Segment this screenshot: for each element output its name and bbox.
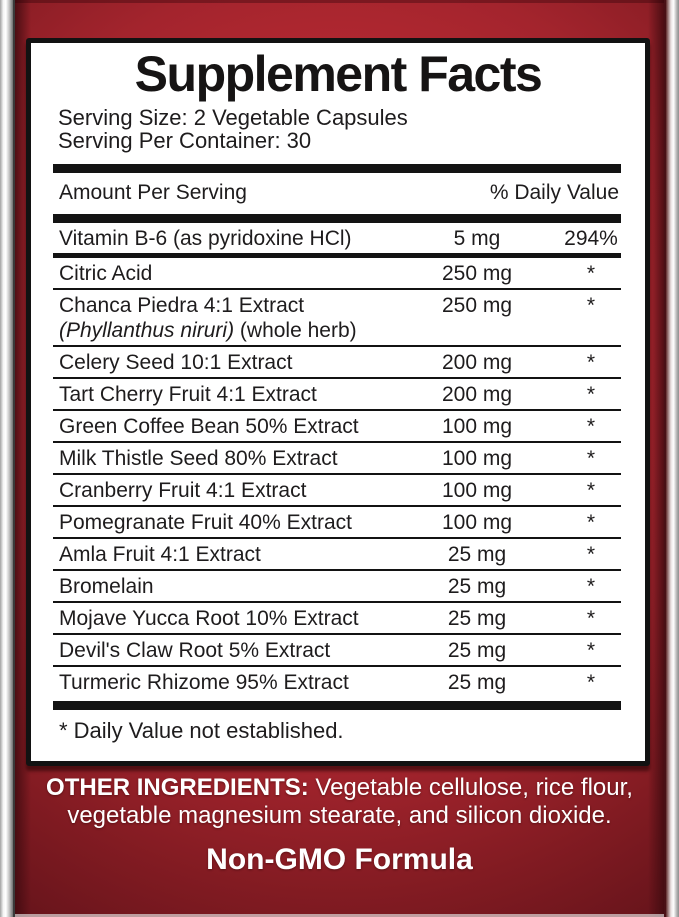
table-row: Cranberry Fruit 4:1 Extract 100 mg * xyxy=(53,475,621,507)
ingredient-name: Vitamin B-6 (as pyridoxine HCl) xyxy=(59,227,352,250)
ingredient-amount: 5 mg xyxy=(453,227,501,250)
ingredient-latin-name: (Phyllanthus niruri) xyxy=(59,319,235,342)
serving-size-text: Serving Size: 2 Vegetable Capsules xyxy=(58,105,408,130)
table-row: Milk Thistle Seed 80% Extract 100 mg * xyxy=(53,443,621,475)
table-row: Chanca Piedra 4:1 Extract (Phyllanthus n… xyxy=(53,290,621,347)
facts-table-body: Vitamin B-6 (as pyridoxine HCl) 5 mg 294… xyxy=(53,223,621,701)
bottom-red-section: OTHER INGREDIENTS: Vegetable cellulose, … xyxy=(0,774,679,877)
ingredient-daily-value: * xyxy=(586,639,596,662)
ingredient-amount: 25 mg xyxy=(447,671,507,694)
ingredient-daily-value: * xyxy=(586,543,596,566)
table-row: Devil's Claw Root 5% Extract 25 mg * xyxy=(53,635,621,667)
ingredient-name: Chanca Piedra 4:1 Extract xyxy=(59,294,305,317)
ingredient-amount: 100 mg xyxy=(441,415,513,438)
servings-per-container-text: Serving Per Container: 30 xyxy=(58,128,312,153)
ingredient-daily-value: * xyxy=(586,262,596,285)
divider-bar-thick xyxy=(53,164,621,173)
ingredient-amount: 100 mg xyxy=(441,479,513,502)
other-ingredients-line2: vegetable magnesium stearate, and silico… xyxy=(67,802,612,829)
ingredient-name: Cranberry Fruit 4:1 Extract xyxy=(59,479,307,502)
daily-value-footnote: * Daily Value not established. xyxy=(59,718,344,743)
ingredient-daily-value: * xyxy=(586,671,596,694)
ingredient-daily-value: * xyxy=(586,383,596,406)
bottom-image-edge xyxy=(0,914,679,917)
top-image-edge xyxy=(0,0,679,3)
ingredient-name: Tart Cherry Fruit 4:1 Extract xyxy=(59,383,317,406)
table-row: Tart Cherry Fruit 4:1 Extract 200 mg * xyxy=(53,379,621,411)
ingredient-amount: 25 mg xyxy=(447,607,507,630)
daily-value-header: % Daily Value xyxy=(489,181,619,204)
ingredient-daily-value: 294% xyxy=(564,227,618,250)
ingredient-amount: 200 mg xyxy=(441,351,513,374)
ingredient-daily-value: * xyxy=(586,415,596,438)
table-row: Celery Seed 10:1 Extract 200 mg * xyxy=(53,347,621,379)
ingredient-name: Turmeric Rhizome 95% Extract xyxy=(59,671,349,694)
ingredient-name: Citric Acid xyxy=(59,262,153,285)
right-label-shading xyxy=(648,0,664,917)
amount-per-serving-header: Amount Per Serving xyxy=(59,181,247,204)
ingredient-name: Amla Fruit 4:1 Extract xyxy=(59,543,261,566)
ingredient-amount: 25 mg xyxy=(447,543,507,566)
ingredient-amount: 250 mg xyxy=(441,262,513,285)
table-row: Turmeric Rhizome 95% Extract 25 mg * xyxy=(53,667,621,701)
ingredient-name: Bromelain xyxy=(59,575,154,598)
table-row: Bromelain 25 mg * xyxy=(53,571,621,603)
ingredient-amount: 25 mg xyxy=(447,639,507,662)
ingredient-amount: 100 mg xyxy=(441,447,513,470)
ingredient-amount: 25 mg xyxy=(447,575,507,598)
table-row: Green Coffee Bean 50% Extract 100 mg * xyxy=(53,411,621,443)
non-gmo-formula-text: Non-GMO Formula xyxy=(206,843,473,876)
ingredient-amount: 250 mg xyxy=(441,294,513,317)
ingredient-daily-value: * xyxy=(586,511,596,534)
divider-bar-thick xyxy=(53,214,621,223)
ingredient-name: Celery Seed 10:1 Extract xyxy=(59,351,293,374)
ingredient-name: Pomegranate Fruit 40% Extract xyxy=(59,511,352,534)
right-metal-edge-highlight xyxy=(664,0,679,917)
table-row: Citric Acid 250 mg * xyxy=(53,258,621,290)
table-header-row: Amount Per Serving % Daily Value xyxy=(53,173,621,214)
ingredient-daily-value: * xyxy=(586,447,596,470)
ingredient-daily-value: * xyxy=(586,607,596,630)
divider-bar-thick xyxy=(53,701,621,710)
serving-info: Serving Size: 2 Vegetable Capsules Servi… xyxy=(58,106,645,152)
ingredient-name: Green Coffee Bean 50% Extract xyxy=(59,415,359,438)
table-row: Amla Fruit 4:1 Extract 25 mg * xyxy=(53,539,621,571)
facts-table: Amount Per Serving % Daily Value Vitamin… xyxy=(53,164,621,710)
ingredient-daily-value: * xyxy=(586,479,596,502)
ingredient-daily-value: * xyxy=(586,294,596,317)
table-row: Vitamin B-6 (as pyridoxine HCl) 5 mg 294… xyxy=(53,223,621,258)
other-ingredients-text1: Vegetable cellulose, rice flour, xyxy=(308,774,633,801)
supplement-facts-panel: Supplement Facts Serving Size: 2 Vegetab… xyxy=(26,38,650,766)
ingredient-form: (whole herb) xyxy=(234,319,357,342)
ingredient-subline: (Phyllanthus niruri) (whole herb) xyxy=(59,318,421,343)
other-ingredients-label: OTHER INGREDIENTS: xyxy=(46,774,309,801)
left-metal-edge-highlight xyxy=(0,0,15,917)
ingredient-name: Milk Thistle Seed 80% Extract xyxy=(59,447,338,470)
ingredient-name: Devil's Claw Root 5% Extract xyxy=(59,639,331,662)
ingredient-amount: 200 mg xyxy=(441,383,513,406)
table-row: Mojave Yucca Root 10% Extract 25 mg * xyxy=(53,603,621,635)
supplement-facts-title: Supplement Facts xyxy=(134,46,543,102)
ingredient-name: Mojave Yucca Root 10% Extract xyxy=(59,607,359,630)
ingredient-amount: 100 mg xyxy=(441,511,513,534)
ingredient-daily-value: * xyxy=(586,351,596,374)
other-ingredients-line1: OTHER INGREDIENTS: Vegetable cellulose, … xyxy=(0,774,679,802)
table-row: Pomegranate Fruit 40% Extract 100 mg * xyxy=(53,507,621,539)
ingredient-daily-value: * xyxy=(586,575,596,598)
